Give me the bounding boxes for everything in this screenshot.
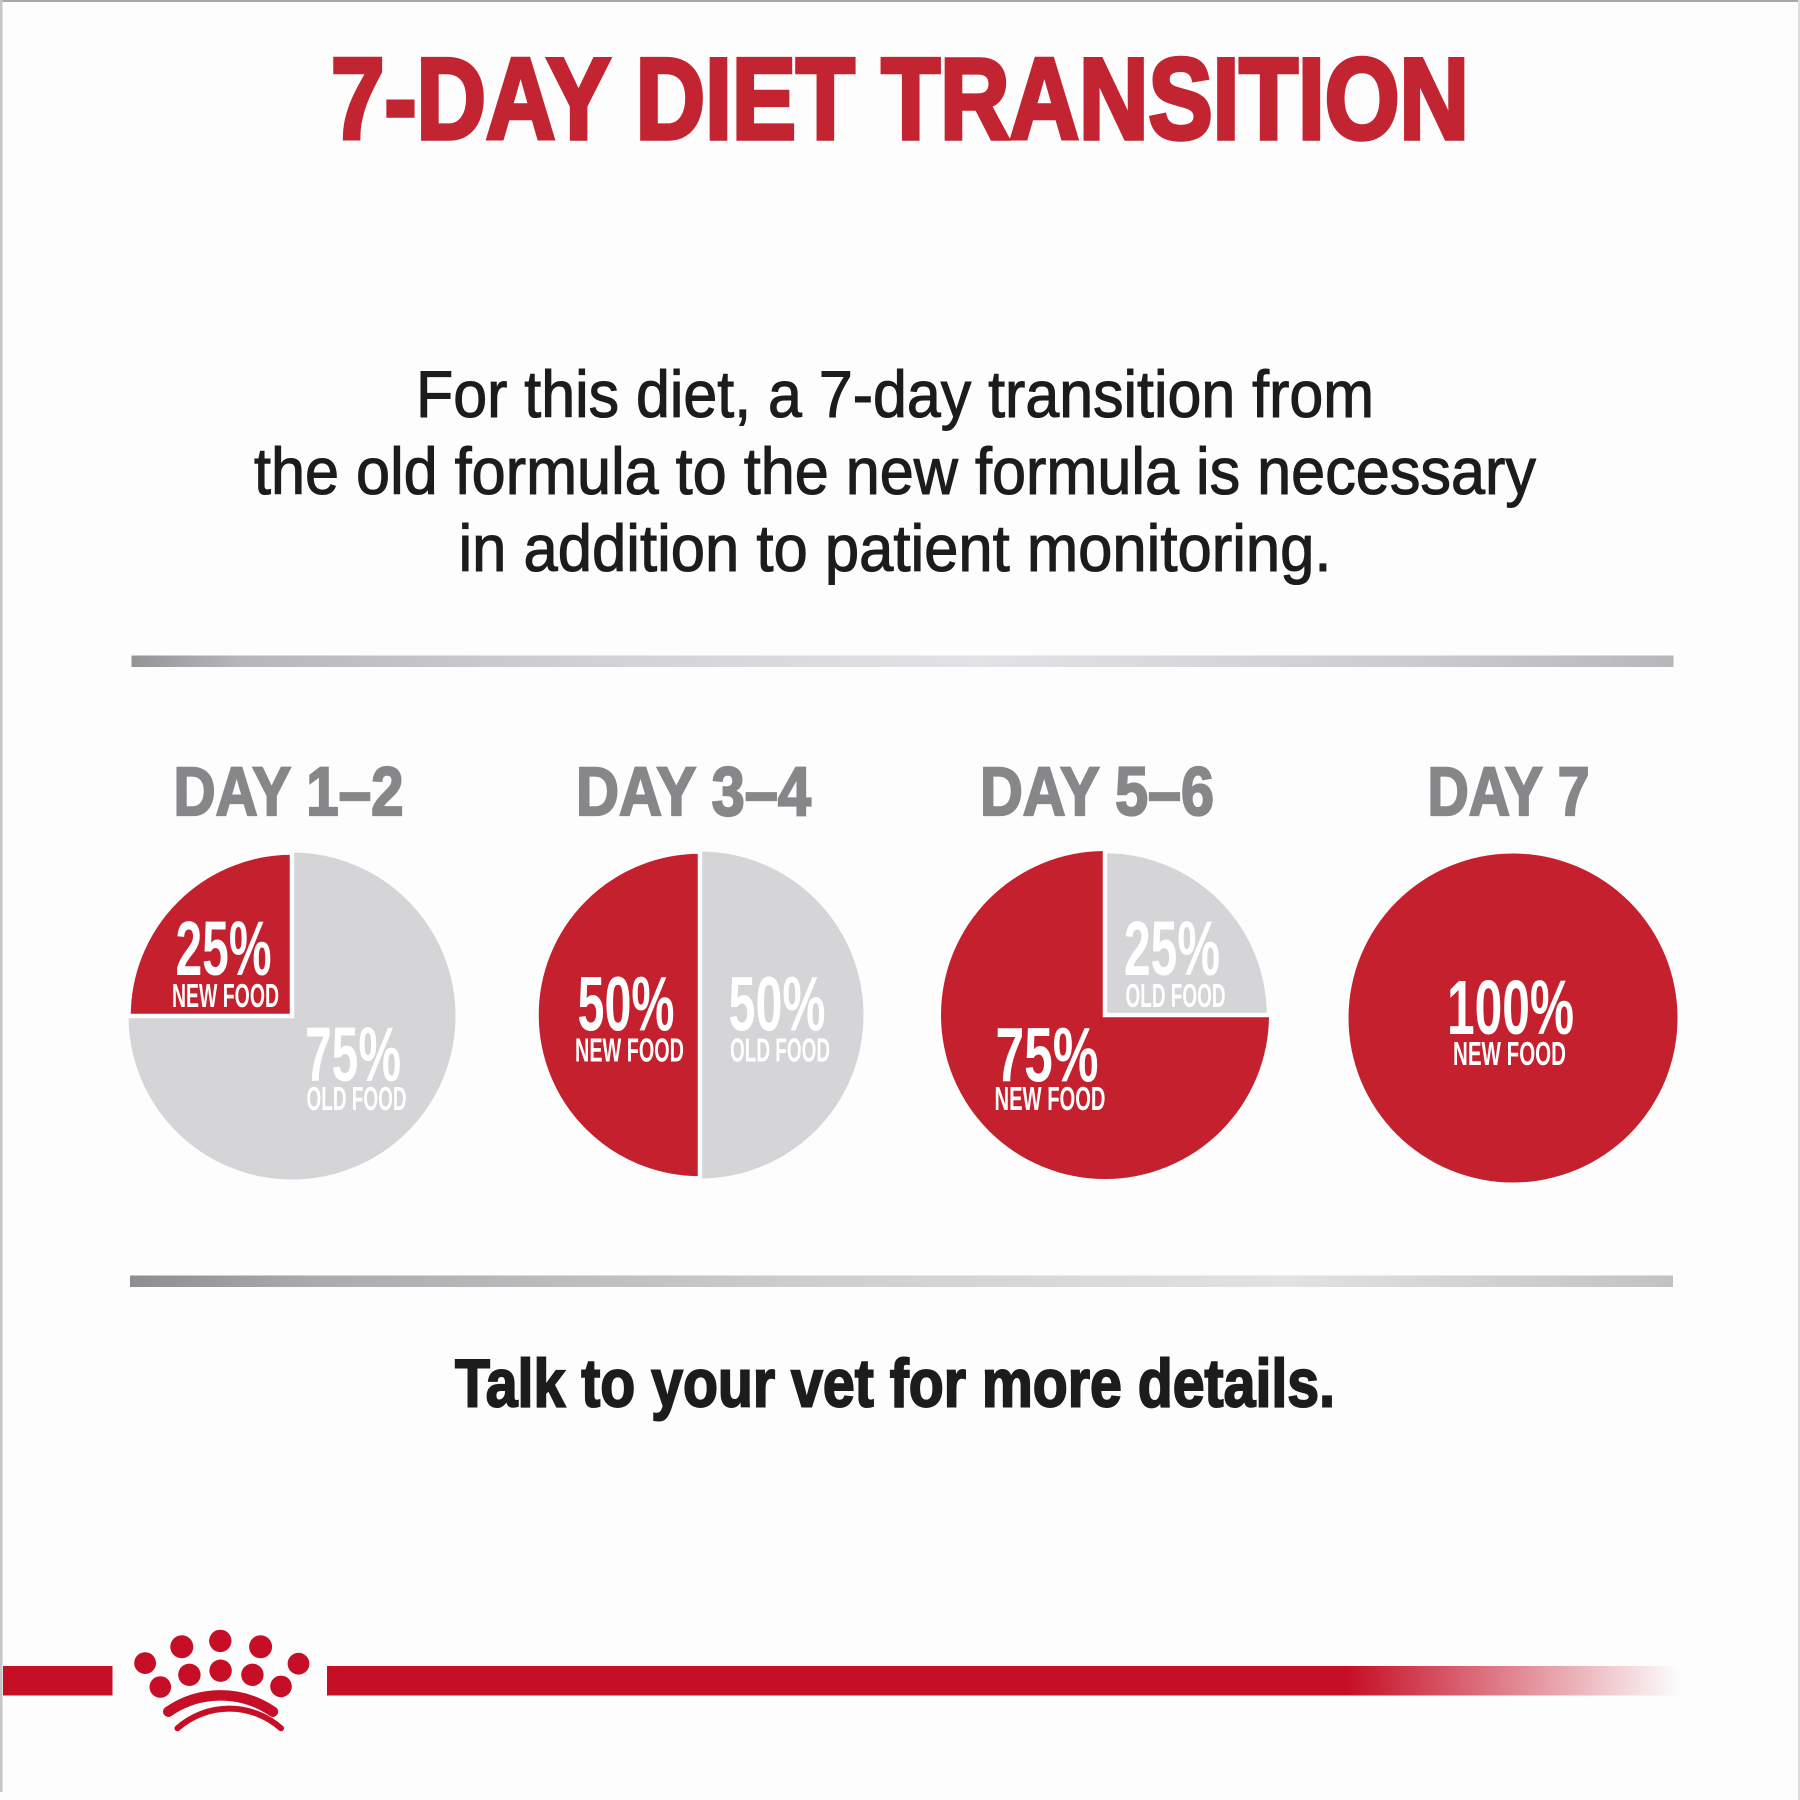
svg-text:OLD FOOD: OLD FOOD: [307, 1080, 407, 1117]
svg-text:75%: 75%: [996, 1013, 1099, 1099]
svg-text:50%: 50%: [578, 962, 675, 1048]
svg-text:For this diet, a 7-day transit: For this diet, a 7-day transition from: [416, 357, 1374, 431]
svg-text:the old formula to the new for: the old formula to the new formula is ne…: [254, 434, 1536, 508]
svg-text:DAY 7: DAY 7: [1428, 753, 1590, 830]
svg-text:NEW FOOD: NEW FOOD: [1453, 1035, 1566, 1072]
svg-text:DAY 3–4: DAY 3–4: [576, 753, 811, 830]
svg-text:NEW FOOD: NEW FOOD: [575, 1032, 684, 1069]
svg-text:Talk to your vet for more deta: Talk to your vet for more details.: [455, 1346, 1335, 1422]
svg-text:100%: 100%: [1447, 965, 1574, 1051]
svg-text:NEW FOOD: NEW FOOD: [172, 977, 279, 1014]
svg-text:7-DAY DIET TRANSITION: 7-DAY DIET TRANSITION: [331, 36, 1469, 164]
svg-text:DAY 5–6: DAY 5–6: [980, 753, 1214, 830]
svg-text:25%: 25%: [1124, 906, 1220, 992]
svg-text:in addition to patient monitor: in addition to patient monitoring.: [459, 511, 1332, 585]
svg-text:DAY 1–2: DAY 1–2: [174, 753, 404, 830]
svg-text:50%: 50%: [729, 962, 826, 1048]
svg-text:25%: 25%: [176, 906, 272, 992]
svg-text:NEW FOOD: NEW FOOD: [995, 1080, 1106, 1117]
svg-text:OLD FOOD: OLD FOOD: [1126, 977, 1226, 1014]
svg-text:OLD FOOD: OLD FOOD: [730, 1032, 830, 1069]
svg-text:75%: 75%: [305, 1012, 401, 1098]
